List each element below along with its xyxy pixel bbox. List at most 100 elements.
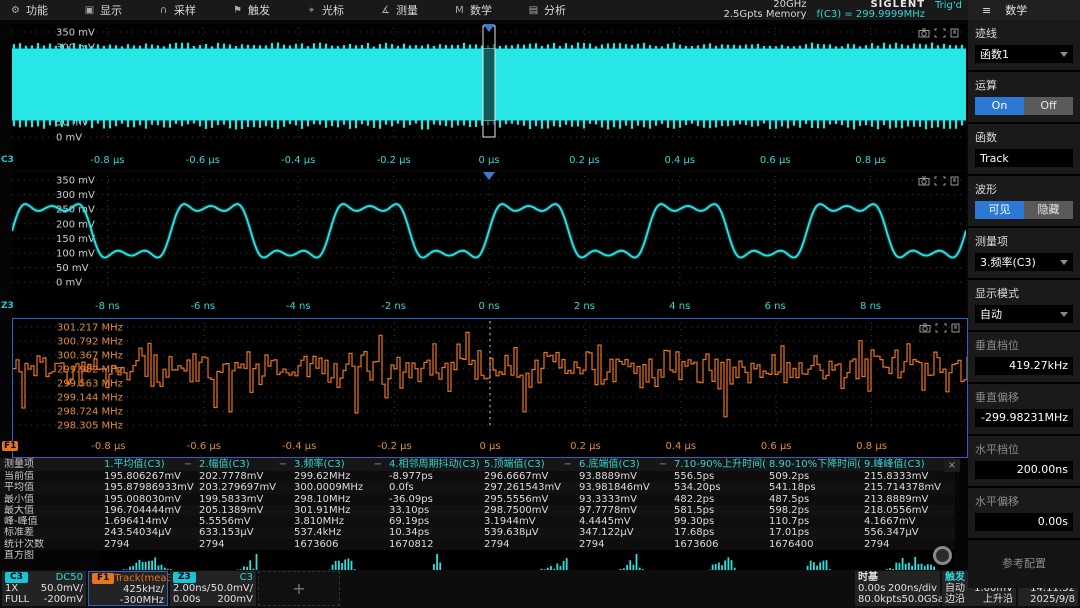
collapse-column-button[interactable]: − (373, 459, 382, 470)
column-header-label: 2.幅值(C3) (199, 459, 250, 470)
x-tick-label: 0 µs (478, 155, 500, 166)
f1-label: Track(mea3) (114, 573, 177, 584)
measure-item-select[interactable]: 3.频率(C3) (975, 253, 1073, 271)
math-f1-descriptor[interactable]: F1 Track(mea3) 425kHz/ -300MHz (88, 571, 177, 606)
x-tick-label: -0.4 µs (282, 441, 317, 452)
annotate-icon[interactable] (951, 323, 960, 333)
c3-coupling: DC50 (55, 572, 83, 583)
table-value: 300.0009MHz (290, 482, 385, 494)
expand-icon[interactable] (935, 323, 947, 333)
trigger-position-marker[interactable] (483, 172, 495, 180)
table-value: 1673606 (670, 538, 765, 551)
horizontal-offset-field[interactable]: 0.00s (975, 513, 1073, 531)
row-label: 平均值 (0, 482, 100, 494)
y-tick-label: 300 mV (56, 190, 95, 201)
camera-icon[interactable] (918, 176, 930, 186)
operation-label: 运算 (975, 79, 997, 92)
brand-logo: SIGLENT (870, 0, 926, 10)
table-value: 97.7778mV (575, 504, 670, 517)
timebase-descriptor[interactable]: 时基 0.00s 200ns/div 80.0kpts 50.0GSa/s (855, 571, 953, 606)
add-channel-button[interactable]: + (258, 571, 340, 606)
operation-on-button[interactable]: On (975, 97, 1024, 115)
table-value: 195.008030mV (100, 493, 195, 505)
z3-vscale: 50.0mV/ (210, 583, 253, 594)
trace-select[interactable]: 函数1 (975, 45, 1073, 63)
menu-item-acquire[interactable]: ∩ 采样 (148, 0, 222, 20)
y-tick-label: 300.367 MHz (57, 351, 123, 362)
table-corner-header: 测量项 (0, 458, 100, 471)
table-value: 556.347µV (860, 527, 955, 539)
c3-panel-badge[interactable]: C3 (1, 155, 14, 165)
menu-item-display[interactable]: ▣ 显示 (74, 0, 148, 20)
f1-panel-badge[interactable]: F1 (2, 441, 19, 451)
table-value: 482.2ps (670, 493, 765, 505)
collapse-column-button[interactable]: − (563, 459, 572, 470)
horizontal-offset-section: 水平偏移 0.00s (968, 488, 1080, 540)
zoom-waveform-panel[interactable]: 350 mV 300 mV 250 mV 200 mV 150 mV 100 mV 50 m… (1, 172, 966, 316)
track-waveform-panel[interactable]: 301.217 MHz 300.792 MHz 300.367 MHz 299.982… (2, 318, 968, 458)
row-label: 峰-峰值 (0, 516, 100, 528)
waveform-hidden-button[interactable]: 隐藏 (1024, 201, 1073, 219)
function-button[interactable]: Track (975, 149, 1073, 167)
operation-section: 运算 On Off (968, 72, 1080, 124)
x-tick-label: -0.2 µs (376, 155, 411, 166)
table-value: 10.34ps (385, 527, 480, 539)
trigger-position-marker[interactable] (483, 24, 495, 32)
track-plot[interactable]: 301.217 MHz 300.792 MHz 300.367 MHz 299.982… (13, 319, 967, 457)
table-value: 215.8333mV (860, 471, 955, 483)
table-value: 203.279697mV (195, 482, 290, 494)
table-value: 298.7500mV (480, 504, 575, 517)
table-value: -8.977ps (385, 471, 480, 483)
table-value: 93.981846mV (575, 482, 670, 494)
table-value: 297.261543mV (480, 482, 575, 494)
clock-date: 2025/9/8 (1030, 594, 1075, 605)
expand-icon[interactable] (934, 28, 946, 38)
menu-item-cursor[interactable]: ⌖ 光标 (296, 0, 370, 20)
horizontal-scale-field[interactable]: 200.00ns (975, 461, 1073, 479)
camera-icon[interactable] (918, 28, 930, 38)
sidebar-header[interactable]: ≡ 数学 (968, 0, 1080, 20)
trigger-level: 1.00mV (974, 583, 1013, 594)
chevron-down-icon (1060, 51, 1068, 57)
menu-item-math[interactable]: M 数学 (444, 0, 518, 20)
frequency-readout: f(C3) = 299.9999MHz (816, 9, 926, 20)
menu-item-trigger[interactable]: ⚑ 触发 (222, 0, 296, 20)
channel-c3-descriptor[interactable]: C3 DC50 1X 50.0mV/ FULL -200mV (2, 571, 86, 606)
table-value: 195.806267mV (100, 471, 195, 483)
display-icon: ▣ (84, 4, 95, 16)
display-mode-select[interactable]: 自动 (975, 305, 1073, 323)
zoom-z3-descriptor[interactable]: Z3 C3 2.00ns/50.0mV/ 0.00s 200mV (170, 571, 256, 606)
collapse-column-button[interactable]: − (183, 459, 192, 470)
table-close-button[interactable]: × (944, 459, 960, 472)
annotate-icon[interactable] (950, 176, 959, 186)
vertical-scale-field[interactable]: 419.27kHz (975, 357, 1073, 375)
zoom-plot[interactable]: 350 mV 300 mV 250 mV 200 mV 150 mV 100 mV 50 m… (12, 172, 966, 316)
camera-icon[interactable] (919, 323, 931, 333)
menu-item-label: 显示 (100, 4, 122, 17)
y-tick-label: 150 mV (56, 234, 95, 245)
table-value: 1676400 (765, 538, 860, 551)
table-value: 3.1944mV (480, 516, 575, 528)
column-header: 2.幅值(C3) − (195, 458, 290, 471)
waveform-visible-button[interactable]: 可见 (975, 201, 1024, 219)
table-value: 296.6667mV (480, 471, 575, 483)
expand-icon[interactable] (934, 176, 946, 186)
navigation-knob[interactable] (933, 546, 952, 565)
x-tick-label: 0 µs (479, 441, 501, 452)
annotate-icon[interactable] (950, 28, 959, 38)
vertical-scale-label: 垂直档位 (975, 339, 1019, 352)
collapse-column-button[interactable]: − (278, 459, 287, 470)
menu-item-measure[interactable]: ∡ 测量 (370, 0, 444, 20)
reference-config-button[interactable]: 参考配置 (1002, 557, 1046, 570)
menu-item-analyze[interactable]: ▤ 分析 (518, 0, 592, 20)
x-tick-label: -0.8 µs (90, 155, 125, 166)
trigger-type: 边沿 (945, 594, 965, 605)
z3-panel-badge[interactable]: Z3 (1, 301, 14, 311)
operation-off-button[interactable]: Off (1024, 97, 1073, 115)
menu-item-utility[interactable]: ⚙ 功能 (0, 0, 74, 20)
collapse-column-button[interactable]: − (658, 459, 667, 470)
vertical-offset-field[interactable]: -299.98231MHz (975, 409, 1073, 427)
